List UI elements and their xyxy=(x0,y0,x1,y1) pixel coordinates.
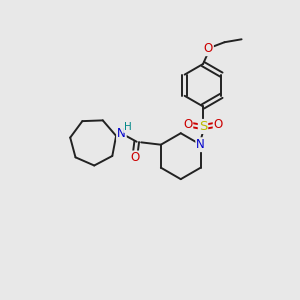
Text: O: O xyxy=(130,152,140,164)
Text: O: O xyxy=(183,118,192,131)
Text: N: N xyxy=(117,127,126,140)
Text: O: O xyxy=(204,42,213,55)
Text: O: O xyxy=(214,118,223,131)
Text: S: S xyxy=(199,120,207,133)
Text: N: N xyxy=(196,138,205,151)
Text: H: H xyxy=(124,122,132,132)
